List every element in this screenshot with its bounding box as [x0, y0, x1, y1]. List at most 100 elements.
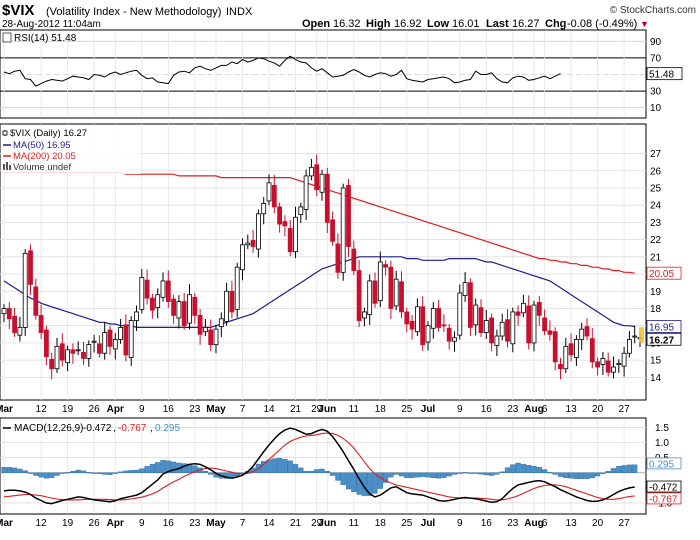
- candle: [526, 295, 532, 350]
- candle: [155, 288, 161, 319]
- candle: [17, 316, 23, 342]
- candle: [563, 337, 569, 374]
- candle: [483, 310, 489, 339]
- candle: [383, 260, 389, 276]
- macd-hist-bar: [383, 472, 389, 483]
- macd-x-tick-label: 29: [311, 518, 323, 529]
- price-x-tick-label: 16: [481, 404, 493, 415]
- candle: [515, 305, 521, 326]
- svg-text:,: ,: [113, 423, 116, 434]
- price-tick-label: 26: [650, 166, 662, 177]
- macd-hist-bar: [96, 472, 103, 475]
- macd-hist-bar: [298, 467, 304, 473]
- macd-tag: 0.295: [646, 457, 682, 470]
- macd-histogram: [1, 457, 638, 496]
- macd-hist-bar: [139, 468, 145, 473]
- last-value: 16.27: [512, 18, 540, 30]
- today-highlight: [639, 327, 644, 343]
- candle: [611, 356, 616, 379]
- svg-text:,: ,: [150, 423, 153, 434]
- macd-hist-bar: [388, 472, 394, 478]
- macd-hist-bar: [340, 472, 346, 485]
- price-x-tick-label: 20: [592, 404, 604, 415]
- candle: [356, 260, 362, 327]
- candle: [399, 271, 404, 319]
- rsi-panel: [0, 29, 647, 119]
- rsi-legend: RSI(14) 51.48: [2, 32, 77, 44]
- candle: [303, 169, 309, 220]
- rsi-tick-label: 70: [650, 53, 662, 64]
- macd-hist-bar: [600, 472, 606, 475]
- candle: [65, 345, 70, 372]
- candle: [393, 270, 399, 311]
- macd-hist-bar: [107, 472, 113, 475]
- price-x-tick-label: 29: [311, 404, 323, 415]
- macd-hist-bar: [287, 460, 293, 473]
- candle: [473, 298, 479, 336]
- candle: [187, 284, 192, 330]
- candle: [86, 340, 92, 367]
- macd-tag: -0.472: [646, 480, 682, 494]
- ma200-legend-text: MA(200) 20.05: [13, 151, 76, 162]
- macd-hist-bar: [75, 469, 81, 473]
- candle: [579, 322, 585, 350]
- macd-hist-bar: [234, 472, 240, 477]
- candle: [255, 209, 261, 258]
- macd-hist-bar: [330, 472, 336, 476]
- price-axis-ticks: 1415161718192021222324252627: [650, 149, 662, 384]
- price-tick-label: 22: [650, 235, 662, 246]
- watermark: © StockCharts.com: [610, 5, 696, 16]
- price-tick-label: 19: [650, 287, 662, 298]
- price-x-tick-label: 18: [375, 404, 387, 415]
- volume-legend-icon: [3, 162, 11, 170]
- candle: [346, 179, 351, 258]
- macd-hist-bar: [335, 472, 341, 481]
- macd-hist-bar: [393, 472, 399, 475]
- macd-x-tick-label: 25: [401, 518, 413, 529]
- candle: [250, 229, 256, 253]
- macd-hist-bar: [33, 472, 39, 476]
- macd-hist-bar: [632, 464, 638, 473]
- macd-hist-bar: [351, 472, 357, 492]
- price-x-tick-label: 13: [566, 404, 578, 415]
- price-tick-label: 27: [650, 149, 662, 160]
- candle: [574, 335, 579, 366]
- candle: [75, 341, 81, 355]
- candle: [165, 270, 171, 308]
- price-tick-label: 18: [650, 304, 662, 315]
- price-x-tick-label: 23: [507, 404, 519, 415]
- candle: [139, 269, 145, 314]
- macd-hist-bar: [436, 472, 442, 479]
- symbol-name: (Volatility Index - New Methodology): [46, 6, 221, 18]
- candle: [293, 206, 298, 259]
- rsi-tick-label: 10: [650, 103, 662, 114]
- chg-label: Chg: [545, 18, 566, 30]
- svg-text:-0.767: -0.767: [649, 494, 678, 505]
- candle: [308, 158, 314, 181]
- macd-hist-bar: [430, 472, 436, 478]
- candle: [452, 331, 457, 352]
- candle: [420, 296, 426, 352]
- macd-hist-bar: [483, 472, 489, 476]
- candle: [324, 167, 330, 233]
- price-legend-title: $VIX (Daily) 16.27: [10, 128, 87, 139]
- candle: [298, 202, 304, 224]
- macd-hist-bar: [208, 472, 214, 475]
- ma50-line: [3, 256, 635, 328]
- macd-hist-bar: [478, 472, 484, 475]
- price-x-tick-label: 14: [263, 404, 275, 415]
- candle: [462, 272, 468, 302]
- macd-x-tick-label: 19: [62, 518, 74, 529]
- macd-hist-bar: [377, 472, 383, 489]
- macd-x-tick-label: May: [206, 518, 226, 529]
- candle: [112, 333, 118, 360]
- candle: [123, 314, 129, 362]
- macd-legend-label: MACD(12,26,9): [14, 423, 83, 434]
- candle: [595, 357, 600, 376]
- candle: [49, 352, 55, 380]
- macd-hist-bar: [398, 472, 405, 477]
- candle: [335, 233, 341, 279]
- candle: [287, 219, 293, 256]
- macd-hist-bar: [17, 468, 23, 473]
